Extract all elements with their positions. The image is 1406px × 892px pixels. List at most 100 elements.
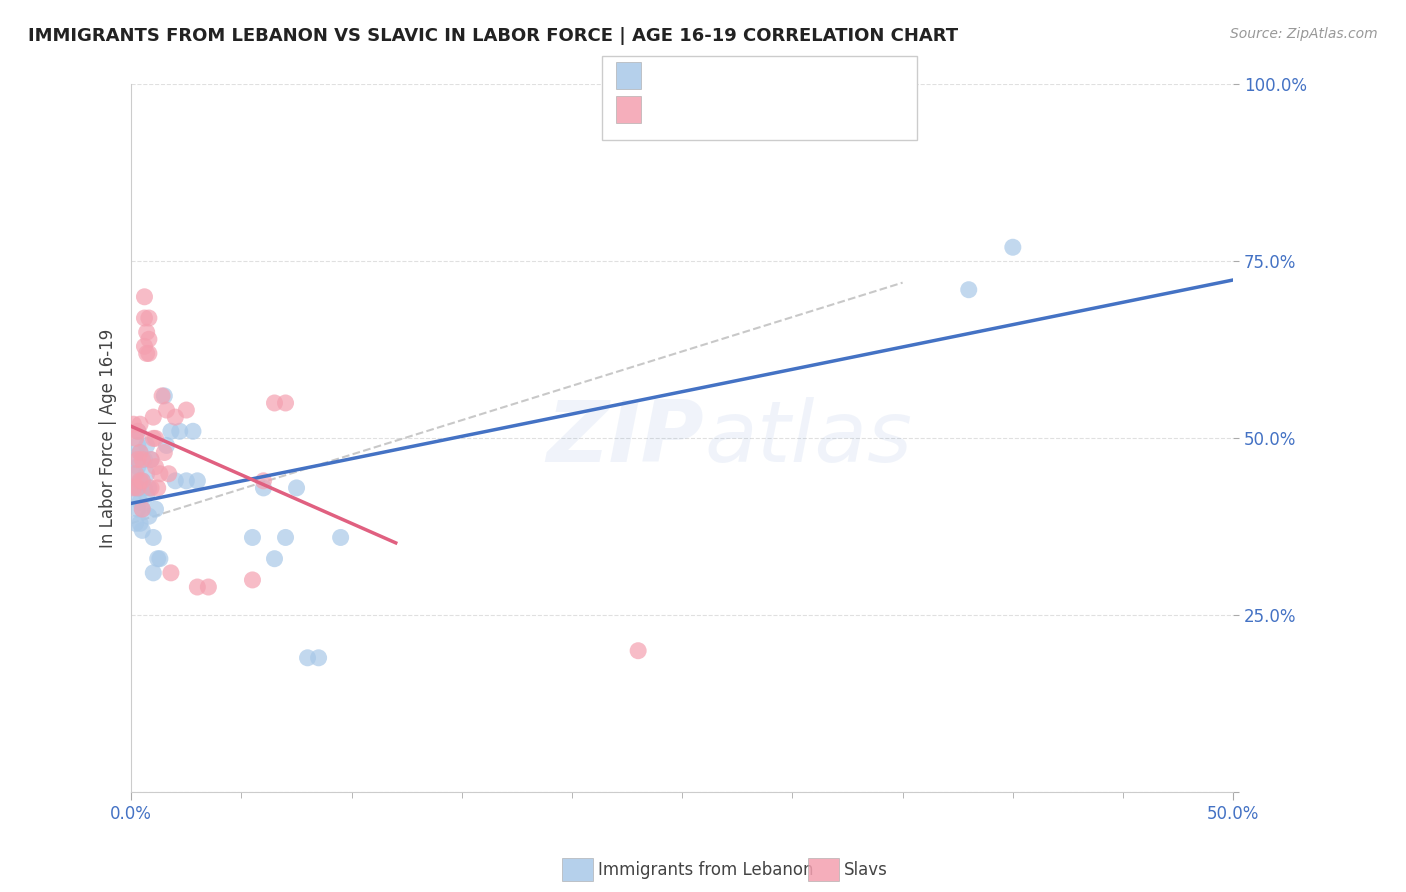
- Point: [142, 431, 165, 445]
- Point: [129, 417, 152, 432]
- Point: [263, 551, 285, 566]
- Point: [131, 474, 153, 488]
- Point: [181, 425, 204, 439]
- Point: [139, 452, 162, 467]
- Point: [138, 311, 160, 326]
- Point: [134, 311, 156, 326]
- Point: [138, 346, 160, 360]
- Point: [127, 481, 149, 495]
- Text: Slavs: Slavs: [844, 861, 887, 879]
- Text: Immigrants from Lebanon: Immigrants from Lebanon: [598, 861, 813, 879]
- Point: [135, 438, 157, 452]
- Point: [242, 573, 264, 587]
- Point: [131, 502, 153, 516]
- Point: [153, 389, 176, 403]
- Point: [242, 531, 264, 545]
- Point: [135, 346, 157, 360]
- Point: [138, 509, 160, 524]
- Point: [149, 467, 172, 481]
- Point: [165, 410, 187, 425]
- Point: [186, 474, 208, 488]
- Point: [124, 452, 146, 467]
- Point: [145, 502, 167, 516]
- Point: [329, 531, 352, 545]
- Text: N = 43: N = 43: [758, 101, 821, 119]
- Point: [1001, 240, 1024, 254]
- Point: [129, 474, 152, 488]
- Point: [129, 445, 152, 459]
- Point: [135, 467, 157, 481]
- Point: [308, 650, 330, 665]
- Point: [169, 425, 191, 439]
- Point: [627, 644, 650, 658]
- Point: [129, 495, 152, 509]
- Point: [146, 481, 169, 495]
- Point: [122, 417, 145, 432]
- Point: [252, 474, 274, 488]
- Text: ZIP: ZIP: [547, 397, 704, 480]
- Point: [134, 290, 156, 304]
- Point: [160, 425, 183, 439]
- Point: [124, 431, 146, 445]
- Point: [127, 425, 149, 439]
- Point: [139, 452, 162, 467]
- Point: [160, 566, 183, 580]
- Point: [197, 580, 219, 594]
- Point: [127, 452, 149, 467]
- Point: [129, 516, 152, 531]
- Text: IMMIGRANTS FROM LEBANON VS SLAVIC IN LABOR FORCE | AGE 16-19 CORRELATION CHART: IMMIGRANTS FROM LEBANON VS SLAVIC IN LAB…: [28, 27, 959, 45]
- Point: [142, 566, 165, 580]
- Point: [142, 410, 165, 425]
- Point: [134, 452, 156, 467]
- Point: [285, 481, 308, 495]
- Point: [124, 516, 146, 531]
- Point: [134, 481, 156, 495]
- Point: [138, 332, 160, 346]
- Point: [150, 389, 173, 403]
- Point: [122, 467, 145, 481]
- Point: [176, 474, 198, 488]
- Point: [274, 531, 297, 545]
- Point: [252, 481, 274, 495]
- Text: Source: ZipAtlas.com: Source: ZipAtlas.com: [1230, 27, 1378, 41]
- Text: R = 0.287: R = 0.287: [652, 101, 742, 119]
- Point: [145, 459, 167, 474]
- Point: [129, 474, 152, 488]
- Text: atlas: atlas: [704, 397, 912, 480]
- Point: [263, 396, 285, 410]
- Point: [124, 467, 146, 481]
- Point: [149, 551, 172, 566]
- Point: [131, 452, 153, 467]
- Point: [129, 445, 152, 459]
- Point: [135, 325, 157, 339]
- Point: [142, 531, 165, 545]
- Point: [145, 431, 167, 445]
- Point: [155, 438, 177, 452]
- Point: [127, 438, 149, 452]
- Point: [146, 551, 169, 566]
- Point: [127, 425, 149, 439]
- Point: [153, 445, 176, 459]
- Point: [131, 502, 153, 516]
- Point: [957, 283, 980, 297]
- Point: [131, 474, 153, 488]
- Point: [186, 580, 208, 594]
- Point: [165, 474, 187, 488]
- Point: [138, 481, 160, 495]
- Point: [122, 488, 145, 502]
- Point: [157, 467, 180, 481]
- Point: [127, 459, 149, 474]
- Y-axis label: In Labor Force | Age 16-19: In Labor Force | Age 16-19: [100, 329, 117, 548]
- Point: [297, 650, 319, 665]
- Text: R = 0.283: R = 0.283: [652, 67, 742, 85]
- Point: [155, 403, 177, 417]
- Point: [124, 481, 146, 495]
- Point: [139, 481, 162, 495]
- Point: [176, 403, 198, 417]
- Point: [127, 481, 149, 495]
- Point: [131, 524, 153, 538]
- Point: [122, 481, 145, 495]
- Text: N = 48: N = 48: [758, 67, 821, 85]
- Point: [135, 488, 157, 502]
- Point: [127, 502, 149, 516]
